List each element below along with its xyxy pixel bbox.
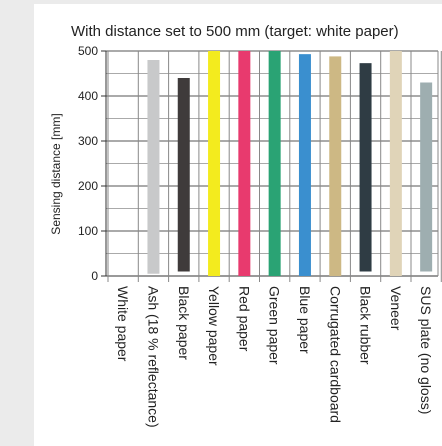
y-tick-label: 0 xyxy=(91,269,98,283)
bar-green-paper xyxy=(268,51,281,276)
bar-red-paper xyxy=(238,51,251,276)
x-tick-label: White paper xyxy=(115,286,131,362)
y-axis-label: Sensing distance [mm] xyxy=(49,113,63,234)
chart-panel: With distance set to 500 mm (target: whi… xyxy=(34,4,442,446)
x-tick-label: Black rubber xyxy=(358,286,374,365)
bar-ash-18-reflectance xyxy=(147,60,160,274)
x-tick-label: Corrugated cardboard xyxy=(327,286,343,423)
bar-yellow-paper xyxy=(208,51,221,276)
bar-corrugated-cardboard xyxy=(329,56,342,277)
y-tick-label: 200 xyxy=(78,179,98,193)
x-tick-label: Black paper xyxy=(176,286,192,360)
y-tick-label: 400 xyxy=(78,89,98,103)
bar-black-paper xyxy=(177,78,190,272)
x-tick-label: Veneer xyxy=(388,286,404,331)
bar-black-rubber xyxy=(359,63,372,272)
x-tick-label: Blue paper xyxy=(297,286,313,354)
x-tick-label: Ash (18 % reflectance) xyxy=(145,286,161,428)
chart-title: With distance set to 500 mm (target: whi… xyxy=(71,23,399,40)
y-tick-label: 100 xyxy=(78,224,98,238)
bar-veneer xyxy=(389,51,402,276)
bar-chart: With distance set to 500 mm (target: whi… xyxy=(49,23,442,428)
y-tick-label: 500 xyxy=(78,44,98,58)
x-tick-label: SUS plate (no gloss) xyxy=(418,286,434,414)
y-tick-label: 300 xyxy=(78,134,98,148)
bar-blue-paper xyxy=(298,54,311,277)
x-tick-label: Green paper xyxy=(267,286,283,365)
plot-area: 0 100 200 300 400 500 White paper Ash (18 % ref… xyxy=(78,44,442,428)
bar-sus-plate-no-gloss xyxy=(420,82,433,272)
x-tick-label: Red paper xyxy=(236,286,252,352)
x-tick-label: Yellow paper xyxy=(206,286,222,366)
